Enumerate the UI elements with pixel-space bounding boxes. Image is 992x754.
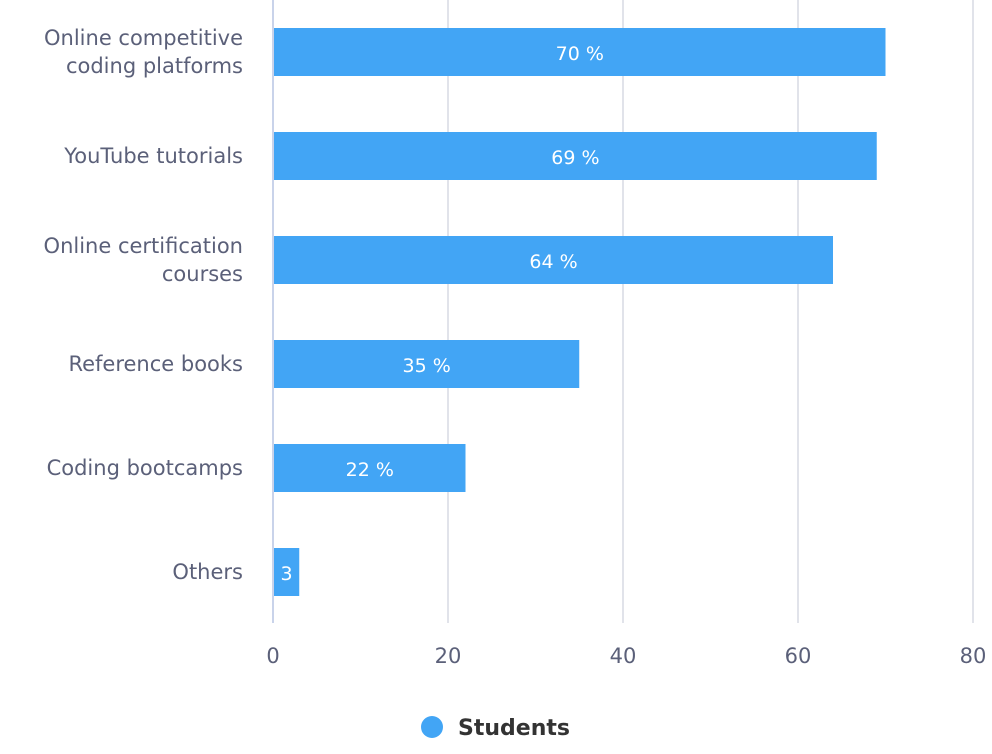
category-label: Online competitive [44, 26, 243, 50]
data-label: 70 % [556, 43, 604, 65]
data-label: 22 % [346, 459, 394, 481]
category-label: coding platforms [66, 54, 243, 78]
bar [274, 132, 877, 180]
category-label: Coding bootcamps [47, 456, 243, 480]
bar [274, 340, 580, 388]
x-tick-label: 40 [610, 644, 637, 668]
category-label: Reference books [68, 352, 243, 376]
data-label: 3 % [281, 563, 317, 585]
category-label: courses [162, 262, 243, 286]
legend-marker [421, 716, 443, 738]
category-label: YouTube tutorials [63, 144, 243, 168]
x-tick-label: 80 [960, 644, 987, 668]
x-tick-label: 0 [266, 644, 279, 668]
category-label: Others [172, 560, 243, 584]
x-tick-label: 20 [435, 644, 462, 668]
bar [274, 28, 886, 76]
x-tick-label: 60 [785, 644, 812, 668]
bar [274, 444, 466, 492]
data-label: 64 % [529, 251, 577, 273]
bar [274, 236, 833, 284]
data-label: 69 % [551, 147, 599, 169]
data-label: 35 % [402, 355, 450, 377]
legend-label: Students [458, 716, 570, 741]
category-label: Online certification [44, 234, 243, 258]
bar [274, 548, 300, 596]
